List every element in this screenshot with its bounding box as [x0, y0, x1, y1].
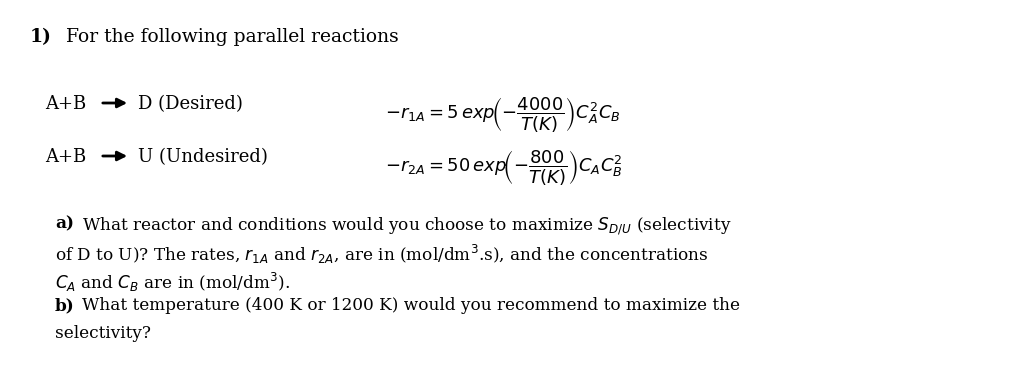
Text: selectivity?: selectivity?: [55, 325, 151, 342]
Text: A+B: A+B: [45, 148, 86, 166]
Text: of D to U)? The rates, $r_{1A}$ and $r_{2A}$, are in (mol/dm$^3$.s), and the con: of D to U)? The rates, $r_{1A}$ and $r_{…: [55, 243, 709, 266]
Text: 1): 1): [30, 28, 52, 46]
Text: For the following parallel reactions: For the following parallel reactions: [66, 28, 398, 46]
Text: $C_A$ and $C_B$ are in (mol/dm$^3$).: $C_A$ and $C_B$ are in (mol/dm$^3$).: [55, 271, 290, 294]
Text: D (Desired): D (Desired): [137, 95, 243, 113]
Text: What temperature (400 K or 1200 K) would you recommend to maximize the: What temperature (400 K or 1200 K) would…: [82, 297, 740, 314]
Text: U (Undesired): U (Undesired): [137, 148, 268, 166]
Text: A+B: A+B: [45, 95, 86, 113]
Text: $-r_{1A} = 5\, exp\!\left(-\dfrac{4000}{T(K)}\right) C_A^2 C_B$: $-r_{1A} = 5\, exp\!\left(-\dfrac{4000}{…: [385, 95, 621, 134]
Text: b): b): [55, 297, 75, 314]
Text: a): a): [55, 215, 74, 232]
Text: What reactor and conditions would you choose to maximize $S_{D/U}$ (selectivity: What reactor and conditions would you ch…: [82, 215, 732, 237]
Text: $-r_{2A} = 50\, exp\!\left(-\dfrac{800}{T(K)}\right) C_A C_B^2$: $-r_{2A} = 50\, exp\!\left(-\dfrac{800}{…: [385, 148, 623, 187]
